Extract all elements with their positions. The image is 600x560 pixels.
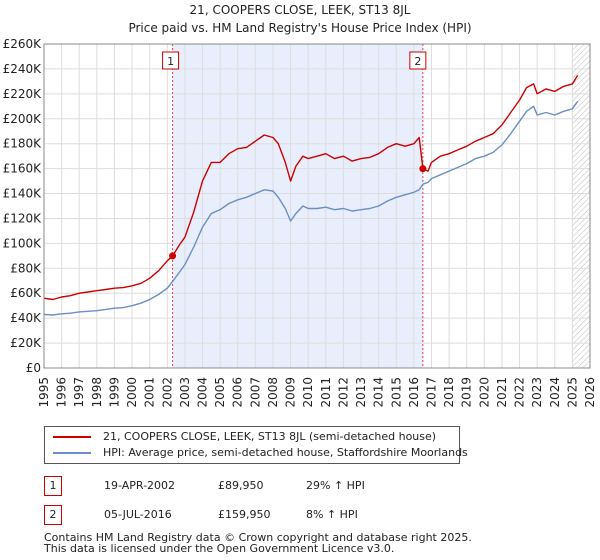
y-tick-label: £240K (3, 62, 43, 76)
sale-badge-2: 2 (409, 51, 427, 70)
sale-price: £89,950 (218, 479, 264, 492)
legend-swatch-hpi (53, 451, 91, 454)
sale-badge-label: 2 (414, 55, 421, 68)
sale-badge-1: 1 (162, 51, 180, 70)
y-tick-label: £180K (3, 137, 43, 151)
x-tick-label: 2020 (477, 377, 491, 408)
x-tick-label: 2014 (372, 377, 386, 408)
x-tick-label: 2022 (513, 377, 527, 408)
x-tick-label: 2023 (530, 377, 544, 408)
sale-marker-badge: 2 (44, 505, 62, 525)
footer-line-2: This data is licensed under the Open Gov… (44, 542, 395, 555)
y-tick-label: £80K (10, 261, 42, 275)
y-tick-label: £260K (3, 37, 43, 51)
x-tick-label: 2015 (389, 377, 403, 408)
sale-marker-badge: 1 (44, 476, 62, 496)
y-tick-label: £220K (3, 87, 43, 101)
y-tick-label: £160K (3, 162, 43, 176)
x-tick-label: 2002 (160, 377, 174, 408)
sale-hpi-change: 8% ↑ HPI (306, 508, 358, 521)
y-tick-label: £40K (10, 311, 42, 325)
x-tick-label: 2024 (548, 377, 562, 408)
hpi-series-line (43, 100, 579, 316)
x-tick-label: 2012 (336, 377, 350, 408)
x-tick-label: 1997 (72, 377, 86, 408)
sale-badge-box (162, 51, 180, 70)
forecast-hatch (572, 44, 590, 368)
y-tick-label: £20K (10, 336, 42, 350)
sale-badge-label: 1 (167, 55, 174, 68)
sale-badge-box (409, 51, 427, 70)
plot-frame (43, 43, 591, 369)
legend-label-hpi: HPI: Average price, semi-detached house,… (103, 446, 468, 459)
x-tick-label: 2026 (583, 377, 597, 408)
legend-item-hpi: HPI: Average price, semi-detached house,… (53, 446, 468, 459)
chart-subtitle: Price paid vs. HM Land Registry's House … (128, 21, 471, 35)
sale-date: 19-APR-2002 (104, 479, 176, 492)
x-tick-label: 2010 (301, 377, 315, 408)
x-tick-label: 1996 (55, 377, 69, 408)
sale-point (419, 165, 427, 173)
y-tick-label: £0 (26, 361, 41, 375)
x-tick-label: 2007 (248, 377, 262, 408)
footer-line-1: Contains HM Land Registry data © Crown c… (44, 531, 472, 544)
legend-label-property: 21, COOPERS CLOSE, LEEK, ST13 8JL (semi-… (103, 430, 437, 443)
x-tick-label: 2001 (143, 377, 157, 408)
x-tick-label: 2004 (196, 377, 210, 408)
sale-point (169, 252, 177, 260)
x-tick-label: 1998 (90, 377, 104, 408)
y-tick-label: £60K (10, 286, 42, 300)
x-tick-label: 2008 (266, 377, 280, 408)
x-tick-label: 2018 (442, 377, 456, 408)
x-tick-label: 2009 (284, 377, 298, 408)
legend: 21, COOPERS CLOSE, LEEK, ST13 8JL (semi-… (44, 426, 468, 464)
legend-item-property: 21, COOPERS CLOSE, LEEK, ST13 8JL (semi-… (53, 430, 436, 443)
chart-title: 21, COOPERS CLOSE, LEEK, ST13 8JL (190, 3, 411, 17)
x-tick-label: 2025 (565, 377, 579, 408)
y-tick-label: £100K (3, 236, 43, 250)
ownership-period-shade (172, 44, 423, 368)
x-tick-label: 2006 (231, 377, 245, 408)
x-tick-label: 2003 (178, 377, 192, 408)
x-tick-label: 2021 (495, 377, 509, 408)
sale-hpi-change: 29% ↑ HPI (306, 479, 365, 492)
x-tick-label: 1995 (37, 377, 51, 408)
x-tick-label: 2019 (460, 377, 474, 408)
price-chart: 21, COOPERS CLOSE, LEEK, ST13 8JL Price … (3, 3, 597, 408)
y-tick-label: £120K (3, 211, 43, 225)
x-tick-label: 2011 (319, 377, 333, 408)
x-tick-label: 2016 (407, 377, 421, 408)
footer-attribution: Contains HM Land Registry data © Crown c… (44, 532, 472, 554)
x-tick-label: 2000 (125, 377, 139, 408)
x-tick-label: 2005 (213, 377, 227, 408)
sale-price: £159,950 (218, 508, 271, 521)
y-tick-label: £140K (3, 187, 43, 201)
x-tick-label: 2017 (424, 377, 438, 408)
x-tick-label: 1999 (107, 377, 121, 408)
legend-swatch-property (53, 435, 91, 438)
y-tick-label: £200K (3, 112, 43, 126)
sale-date: 05-JUL-2016 (104, 508, 172, 521)
property-series-line (43, 74, 579, 301)
x-tick-label: 2013 (354, 377, 368, 408)
